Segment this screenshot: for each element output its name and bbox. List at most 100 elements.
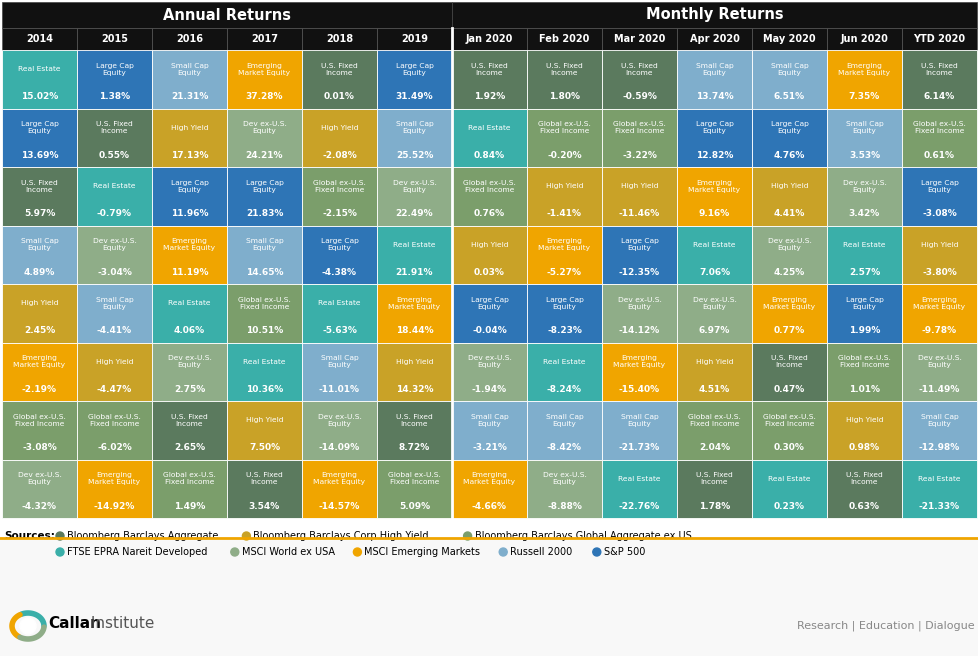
Text: MSCI Emerging Markets: MSCI Emerging Markets xyxy=(364,547,480,557)
Text: Global ex-U.S.
Fixed Income: Global ex-U.S. Fixed Income xyxy=(13,414,66,427)
Bar xyxy=(452,284,526,342)
Text: Emerging
Market Equity: Emerging Market Equity xyxy=(837,63,890,76)
Text: 1.49%: 1.49% xyxy=(174,502,205,511)
Text: -22.76%: -22.76% xyxy=(618,502,659,511)
Bar xyxy=(227,167,301,226)
Text: High Yield: High Yield xyxy=(470,242,508,248)
Text: 1.38%: 1.38% xyxy=(99,92,130,101)
Text: 0.30%: 0.30% xyxy=(774,443,804,452)
Text: 2.65%: 2.65% xyxy=(174,443,204,452)
Bar xyxy=(377,284,452,342)
Text: 7.35%: 7.35% xyxy=(848,92,879,101)
Text: Real Estate: Real Estate xyxy=(768,476,810,482)
Text: 4.51%: 4.51% xyxy=(698,385,730,394)
Text: Real Estate: Real Estate xyxy=(243,359,286,365)
Text: Emerging
Market Equity: Emerging Market Equity xyxy=(763,297,815,310)
Text: 4.06%: 4.06% xyxy=(174,326,204,335)
Text: Small Cap
Equity: Small Cap Equity xyxy=(695,63,733,76)
Text: U.S. Fixed
Income: U.S. Fixed Income xyxy=(695,472,733,485)
Text: Emerging
Market Equity: Emerging Market Equity xyxy=(14,355,66,369)
Bar xyxy=(452,50,526,108)
Text: 21.91%: 21.91% xyxy=(395,268,433,277)
Text: -14.57%: -14.57% xyxy=(319,502,360,511)
Text: U.S. Fixed
Income: U.S. Fixed Income xyxy=(546,63,582,76)
Text: High Yield: High Yield xyxy=(620,183,657,190)
Text: Large Cap
Equity: Large Cap Equity xyxy=(170,180,208,193)
Text: -0.04%: -0.04% xyxy=(471,326,507,335)
Bar xyxy=(2,459,77,518)
Bar xyxy=(901,50,976,108)
Text: -0.20%: -0.20% xyxy=(547,151,581,160)
Bar xyxy=(901,226,976,284)
Bar xyxy=(526,459,601,518)
Text: High Yield: High Yield xyxy=(920,242,957,248)
Text: 2014: 2014 xyxy=(26,34,53,44)
Bar xyxy=(152,226,227,284)
Circle shape xyxy=(231,548,239,556)
Text: -3.08%: -3.08% xyxy=(921,209,956,218)
Circle shape xyxy=(20,618,36,634)
Bar xyxy=(377,226,452,284)
Text: 18.44%: 18.44% xyxy=(395,326,433,335)
Text: 0.98%: 0.98% xyxy=(848,443,879,452)
Bar xyxy=(601,284,677,342)
Bar xyxy=(2,167,77,226)
Text: Dev ex-U.S.
Equity: Dev ex-U.S. Equity xyxy=(842,180,885,193)
Text: 9.16%: 9.16% xyxy=(698,209,730,218)
Text: 2.57%: 2.57% xyxy=(848,268,879,277)
Circle shape xyxy=(593,548,600,556)
Text: High Yield: High Yield xyxy=(770,183,808,190)
Text: MSCI World ex USA: MSCI World ex USA xyxy=(242,547,334,557)
Bar xyxy=(826,401,901,459)
Text: -4.38%: -4.38% xyxy=(322,268,357,277)
Text: U.S. Fixed
Income: U.S. Fixed Income xyxy=(22,180,58,193)
Bar xyxy=(77,28,152,50)
Circle shape xyxy=(353,548,361,556)
Text: Dev ex-U.S.
Equity: Dev ex-U.S. Equity xyxy=(317,414,361,427)
Text: Real Estate: Real Estate xyxy=(393,242,435,248)
Text: 21.83%: 21.83% xyxy=(245,209,283,218)
Text: YTD 2020: YTD 2020 xyxy=(912,34,964,44)
Text: 22.49%: 22.49% xyxy=(395,209,433,218)
Text: -12.98%: -12.98% xyxy=(918,443,959,452)
Text: U.S. Fixed
Income: U.S. Fixed Income xyxy=(771,355,807,369)
Text: -11.46%: -11.46% xyxy=(618,209,659,218)
Bar xyxy=(751,108,826,167)
Text: Real Estate: Real Estate xyxy=(467,125,511,131)
Text: Annual Returns: Annual Returns xyxy=(162,7,290,22)
Text: U.S. Fixed
Income: U.S. Fixed Income xyxy=(171,414,207,427)
Bar xyxy=(377,401,452,459)
Text: 10.51%: 10.51% xyxy=(245,326,283,335)
Bar xyxy=(227,108,301,167)
Text: Small Cap
Equity: Small Cap Equity xyxy=(395,121,433,134)
Text: FTSE EPRA Nareit Developed: FTSE EPRA Nareit Developed xyxy=(67,547,207,557)
Text: 14.32%: 14.32% xyxy=(395,385,433,394)
Text: Sources:: Sources: xyxy=(4,531,55,541)
Bar xyxy=(301,108,377,167)
Text: 1.80%: 1.80% xyxy=(549,92,579,101)
Bar xyxy=(152,28,227,50)
Text: Dev ex-U.S.
Equity: Dev ex-U.S. Equity xyxy=(767,238,811,251)
Text: -14.92%: -14.92% xyxy=(94,502,135,511)
Text: Small Cap
Equity: Small Cap Equity xyxy=(470,414,508,427)
Text: Small Cap
Equity: Small Cap Equity xyxy=(170,63,208,76)
Bar xyxy=(377,342,452,401)
Bar xyxy=(826,28,901,50)
Bar xyxy=(901,28,976,50)
Bar xyxy=(677,342,751,401)
Text: High Yield: High Yield xyxy=(395,359,433,365)
Bar xyxy=(901,167,976,226)
Bar xyxy=(2,342,77,401)
Text: 2018: 2018 xyxy=(326,34,353,44)
Text: Small Cap
Equity: Small Cap Equity xyxy=(245,238,283,251)
Text: 2017: 2017 xyxy=(250,34,278,44)
Text: High Yield: High Yield xyxy=(321,125,358,131)
Text: -1.41%: -1.41% xyxy=(547,209,581,218)
Bar xyxy=(452,226,526,284)
Text: -2.08%: -2.08% xyxy=(322,151,357,160)
Text: Emerging
Market Equity: Emerging Market Equity xyxy=(163,238,215,251)
Bar xyxy=(2,226,77,284)
Bar xyxy=(901,284,976,342)
Text: Global ex-U.S.
Fixed Income: Global ex-U.S. Fixed Income xyxy=(688,414,740,427)
Bar xyxy=(77,459,152,518)
